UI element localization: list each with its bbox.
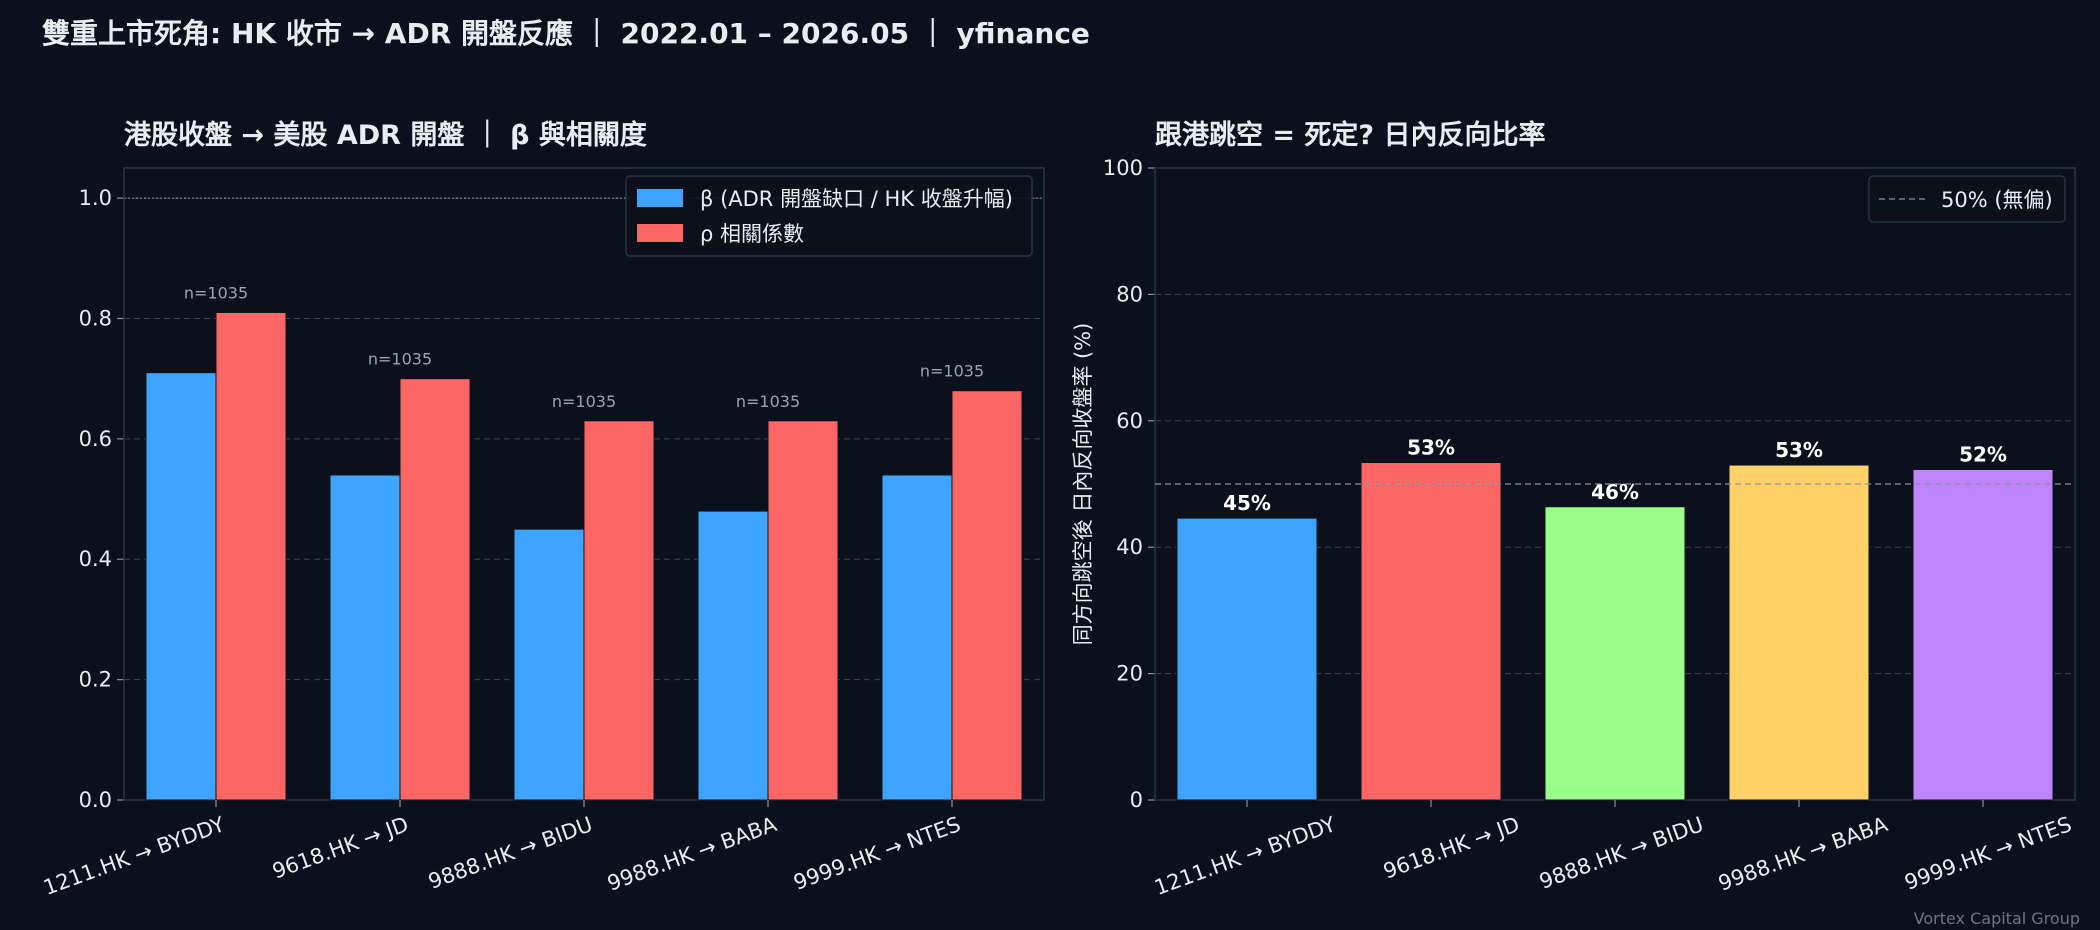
legend-swatch-beta [637,189,683,207]
left-ytick-label: 0.6 [79,427,112,451]
left-ytick-label: 1.0 [79,186,112,210]
left-category-label: 9999.HK → NTES [790,812,963,895]
left-chart-beta-correlation: 0.0 0.2 0.4 0.6 0.8 1.0 n=1035 1211.HK → BYDDY n… [40,119,1045,900]
right-y-axis-label: 同方向跳空後 日內反向收盤率 (%) [1071,323,1095,646]
sample-size-label: n=1035 [920,362,984,381]
reversal-rate-bar [1360,462,1502,801]
rho-bar [583,420,655,801]
beta-bar [881,474,953,801]
rho-bar [215,311,287,801]
legend-swatch-rho [637,224,683,242]
right-category-label: 9988.HK → BABA [1715,812,1891,896]
left-category-label: 1211.HK → BYDDY [40,812,228,900]
sample-size-label: n=1035 [552,392,616,411]
right-ytick-label: 40 [1116,535,1143,559]
right-category-label: 9618.HK → JD [1380,812,1523,883]
beta-bar [697,510,769,801]
legend-label-reference: 50% (無偏) [1941,188,2053,212]
sample-size-label: n=1035 [736,392,800,411]
reversal-rate-value-label: 45% [1223,491,1271,515]
right-chart-reversal-rate: 0 20 40 60 80 100 同方向跳空後 日內反向收盤率 (%) 45% 1211.HK… [1071,119,2076,900]
left-ytick-label: 0.0 [79,788,112,812]
right-ytick-label: 60 [1116,409,1143,433]
beta-bar [329,474,401,801]
right-category-label: 9999.HK → NTES [1901,812,2074,895]
right-ytick-label: 20 [1116,662,1143,686]
left-category-label: 9888.HK → BIDU [425,812,596,894]
sample-size-label: n=1035 [184,283,248,302]
left-ytick-label: 0.4 [79,547,112,571]
left-chart-title: 港股收盤 → 美股 ADR 開盤 ｜ β 與相關度 [124,119,647,151]
right-ytick-label: 80 [1116,282,1143,306]
left-category-label: 9988.HK → BABA [604,812,780,896]
legend-label-beta: β (ADR 開盤缺口 / HK 收盤升幅) [700,187,1013,211]
rho-bar [951,390,1023,801]
reversal-rate-value-label: 52% [1959,442,2007,466]
left-legend-box [625,175,1033,257]
reversal-rate-bar [1728,464,1870,801]
left-category-label: 9618.HK → JD [269,812,412,883]
reversal-rate-bar [1176,517,1318,801]
reversal-rate-value-label: 53% [1775,438,1823,462]
right-category-label: 1211.HK → BYDDY [1151,812,1339,900]
right-ytick-label: 0 [1130,788,1143,812]
reversal-rate-value-label: 53% [1407,436,1455,460]
left-ytick-label: 0.2 [79,668,112,692]
footer-credit: Vortex Capital Group [1913,909,2080,928]
rho-bar [399,378,471,801]
right-chart-title: 跟港跳空 = 死定? 日內反向比率 [1155,119,1545,151]
beta-bar [513,528,585,801]
right-legend-box [1868,175,2066,223]
legend-label-rho: ρ 相關係數 [700,222,804,246]
sample-size-label: n=1035 [368,350,432,369]
left-ytick-label: 0.8 [79,306,112,330]
figure-suptitle: 雙重上市死角: HK 收市 → ADR 開盤反應 ｜ 2022.01 – 202… [42,17,1090,50]
rho-bar [767,420,839,801]
reversal-rate-bar [1912,468,2054,801]
beta-bar [145,372,217,801]
right-category-label: 9888.HK → BIDU [1536,812,1707,894]
right-ytick-label: 100 [1103,156,1143,180]
reversal-rate-bar [1544,506,1686,801]
